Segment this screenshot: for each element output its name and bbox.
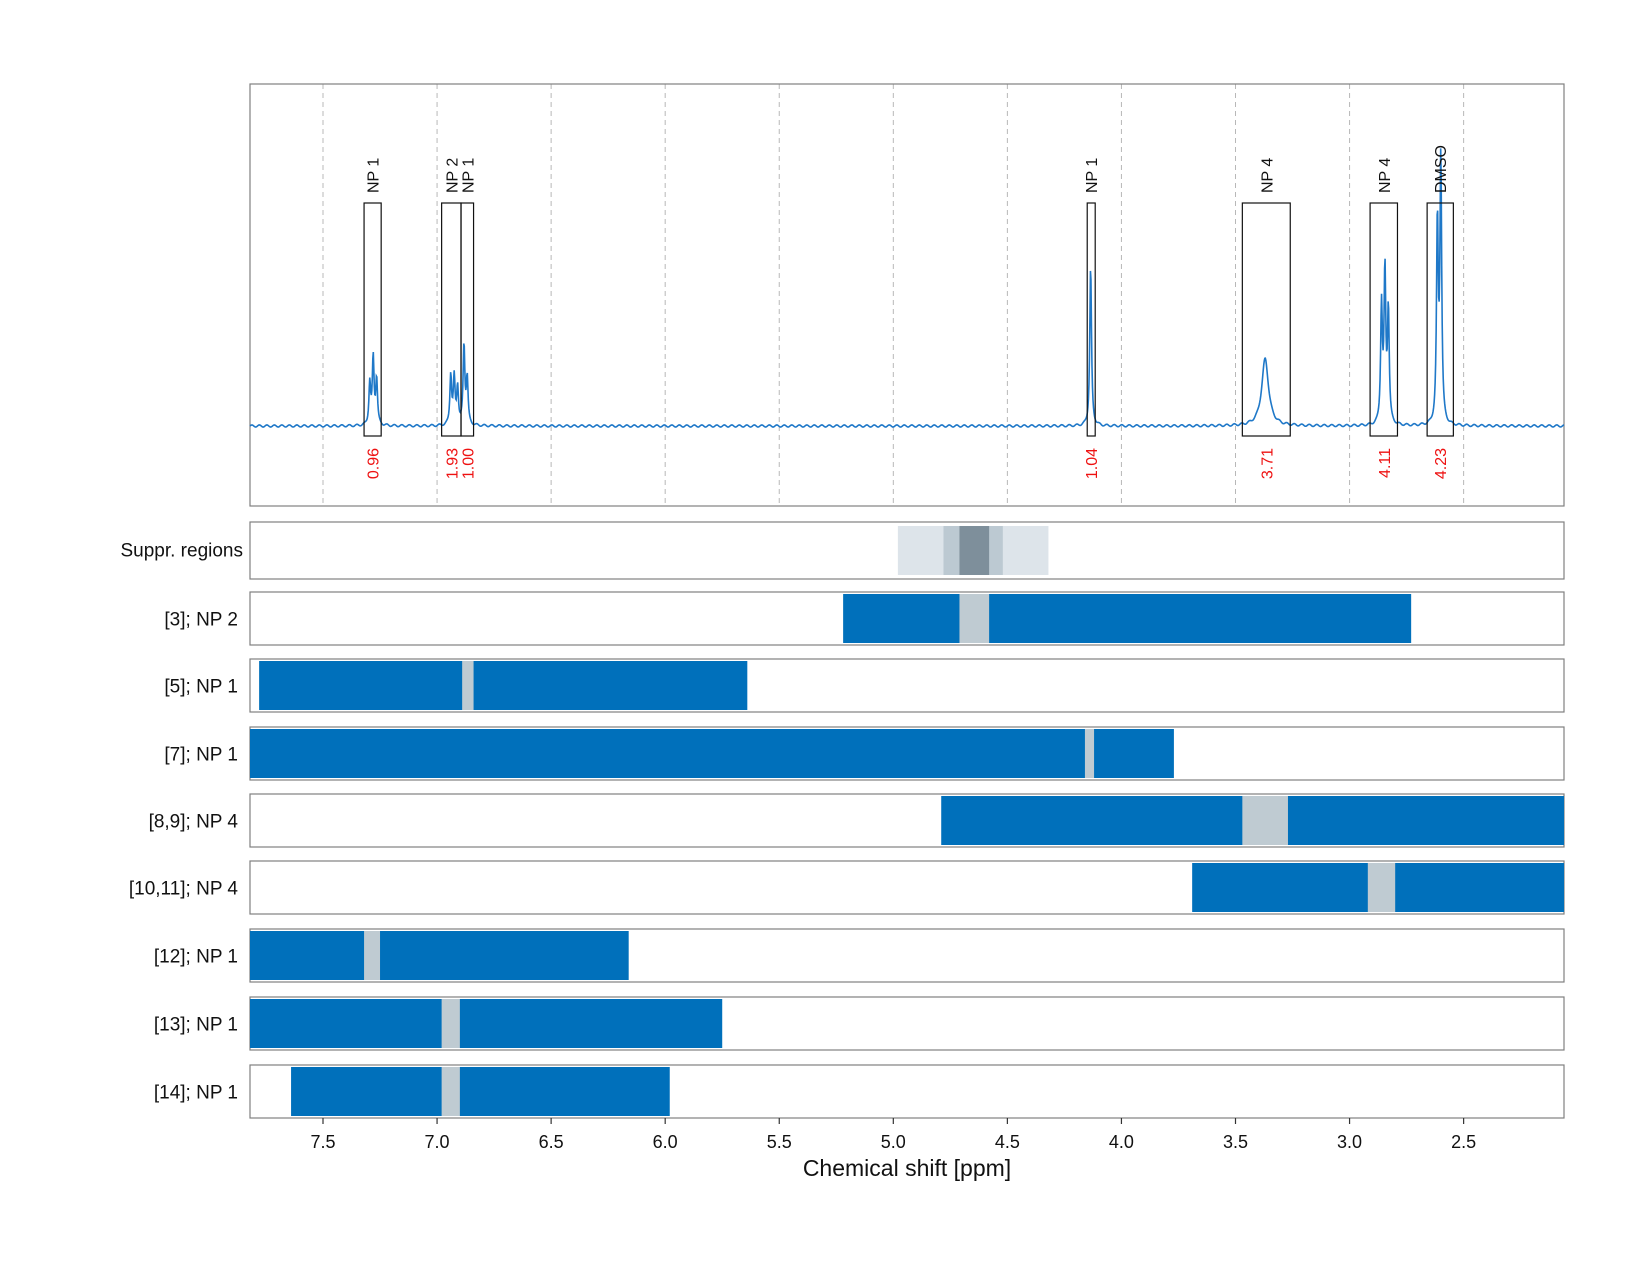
integration-region-box [1369, 202, 1399, 437]
track-bar [250, 729, 1174, 778]
spectrum-layer: NP 1 0.96 NP 2 1.93 NP 1 1.00 NP 1 1.04 NP 4 3.71… [249, 83, 1565, 507]
track-label: [3]; NP 2 [164, 610, 238, 631]
integration-region-box [1086, 202, 1096, 437]
track-label: [5]; NP 1 [164, 677, 238, 698]
suppression-band [959, 526, 990, 575]
region-label: NP 1 [460, 158, 477, 193]
integral-value: 3.71 [1259, 448, 1276, 479]
region-label: NP 4 [1377, 158, 1394, 193]
x-tick-label: 6.5 [539, 1132, 564, 1152]
region-label: NP 1 [1084, 158, 1101, 193]
integral-value: 4.11 [1377, 448, 1394, 478]
track-bar [259, 661, 748, 710]
region-label: NP 2 [444, 158, 461, 193]
integration-region-box [460, 202, 475, 437]
track-label: [10,11]; NP 4 [129, 879, 239, 900]
integral-value: 1.93 [444, 448, 461, 479]
region-label: DMSO [1433, 145, 1450, 193]
track-gap [364, 931, 381, 980]
x-tick-label: 7.5 [310, 1132, 335, 1152]
track-gap [462, 661, 474, 710]
x-tick-label: 7.0 [425, 1132, 450, 1152]
axis-layer: 7.5 7.0 6.5 6.0 5.5 5.0 4.5 4.0 3.5 3.0 2.5 [310, 1118, 1476, 1152]
integration-region-box [1426, 202, 1454, 437]
integration-region-box [1241, 202, 1291, 437]
track-gap [959, 594, 990, 643]
integral-value: 4.23 [1433, 448, 1450, 479]
track-gap [1367, 863, 1396, 912]
track-label: [8,9]; NP 4 [149, 812, 239, 833]
track-bar [843, 594, 1412, 643]
region-label: NP 4 [1259, 158, 1276, 193]
integral-value: 1.04 [1084, 448, 1101, 479]
track-label: [13]; NP 1 [154, 1015, 238, 1036]
suppression-label: Suppr. regions [120, 541, 243, 562]
track-label: [7]; NP 1 [164, 745, 238, 766]
x-tick-label: 3.0 [1337, 1132, 1362, 1152]
integral-value: 1.00 [460, 448, 477, 479]
x-axis-title: Chemical shift [ppm] [803, 1155, 1011, 1181]
x-tick-label: 6.0 [653, 1132, 678, 1152]
track-gap [441, 1067, 460, 1116]
track-bar [250, 999, 723, 1048]
integration-region-box [363, 202, 382, 437]
grid-layer [322, 84, 1465, 506]
tracks-layer: Suppr. regions [3]; NP 2 [5]; NP 1 [7]; NP … [120, 521, 1565, 1119]
track-gap [441, 999, 460, 1048]
x-tick-label: 5.0 [881, 1132, 906, 1152]
x-tick-label: 4.5 [995, 1132, 1020, 1152]
track-gap [1084, 729, 1095, 778]
spectrum-trace [249, 148, 1565, 428]
track-label: [12]; NP 1 [154, 947, 238, 968]
x-tick-label: 2.5 [1451, 1132, 1476, 1152]
x-tick-label: 5.5 [767, 1132, 792, 1152]
x-tick-label: 4.0 [1109, 1132, 1134, 1152]
spectrum-panel-frame [249, 83, 1565, 507]
region-label: NP 1 [366, 158, 383, 193]
integral-value: 0.96 [366, 448, 383, 479]
track-label: [14]; NP 1 [154, 1083, 238, 1104]
track-gap [1242, 796, 1288, 845]
suppression-panel-frame [249, 521, 1565, 580]
x-tick-label: 3.5 [1223, 1132, 1248, 1152]
track-bar [250, 931, 629, 980]
track-bar [291, 1067, 670, 1116]
